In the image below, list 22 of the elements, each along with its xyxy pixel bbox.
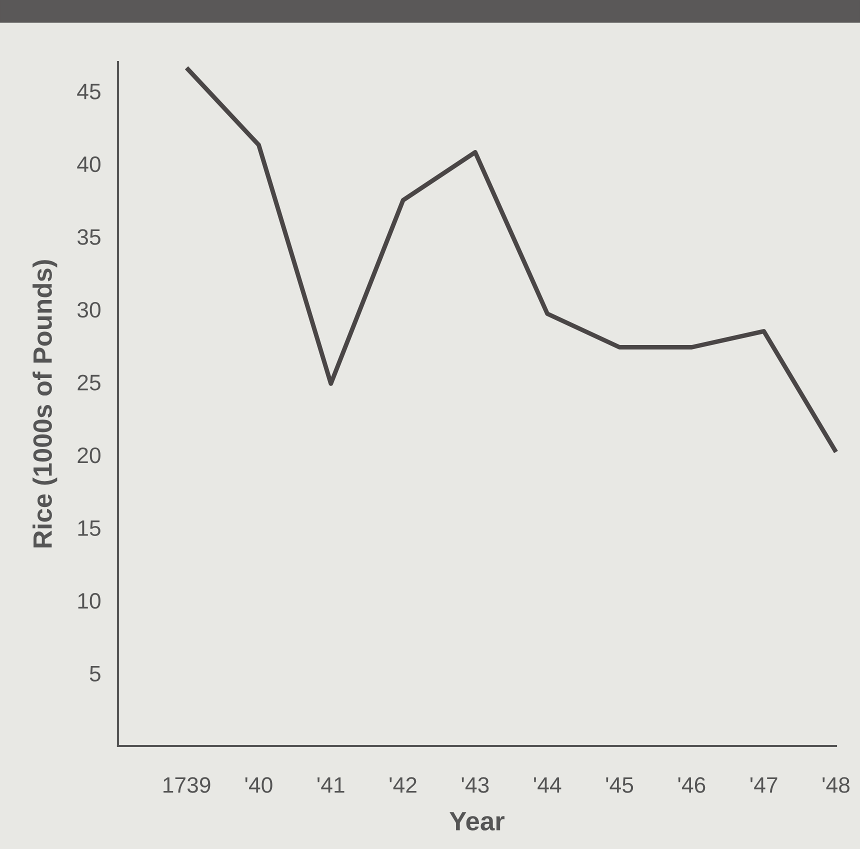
y-tick-label: 10 [78,593,100,609]
x-tick-label: '43 [462,777,489,793]
y-tick-label: 5 [90,666,100,682]
y-tick-label: 25 [78,374,100,390]
y-tick-label: 45 [77,84,100,100]
x-axis-title: Year [450,812,504,831]
line-series [184,66,838,454]
x-tick-label: 1739 [164,777,210,793]
y-tick-label: 35 [77,229,100,245]
y-axis-title: Rice (1000s of Pounds) [32,260,58,548]
y-tick-label: 15 [78,520,100,536]
x-tick-label: '45 [606,777,634,793]
y-tick-label: 20 [78,447,100,464]
y-tick-label: 30 [77,302,100,318]
x-tick-label: '48 [822,777,850,793]
x-tick-label: '42 [390,777,416,793]
x-tick-label: '46 [678,777,706,793]
x-tick-label: '47 [750,777,778,793]
y-tick-label: 40 [77,156,100,172]
x-tick-label: '41 [318,777,344,793]
x-tick-label: '40 [245,777,272,793]
x-tick-label: '44 [534,777,562,793]
